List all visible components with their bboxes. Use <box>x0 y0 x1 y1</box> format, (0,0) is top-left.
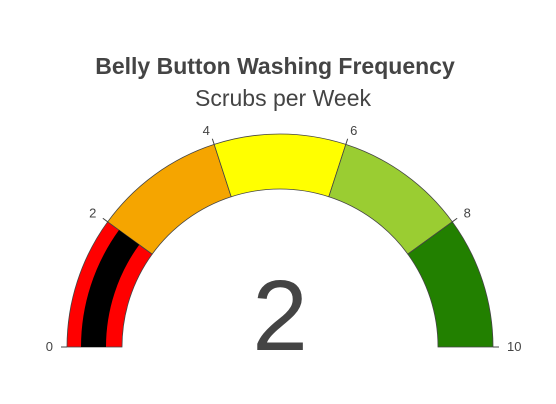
gauge-step-2 <box>213 133 347 198</box>
chart-subtitle: Scrubs per Week <box>195 85 371 111</box>
gauge-ticks: 0 2 4 6 8 10 <box>46 123 522 354</box>
gauge-tick-label-5: 10 <box>507 339 521 354</box>
gauge-tick-mark-1 <box>102 217 108 223</box>
gauge-value-bar <box>81 230 140 347</box>
gauge-tick-mark-2 <box>211 138 215 145</box>
gauge-tick-label-3: 6 <box>350 123 357 138</box>
gauge-tick-label-2: 4 <box>203 123 210 138</box>
chart-title: Belly Button Washing Frequency <box>95 53 455 79</box>
gauge-value-bar-group <box>81 230 140 347</box>
gauge-tick-label-0: 0 <box>46 339 53 354</box>
gauge-tick-mark-4 <box>452 217 458 223</box>
gauge-tick-label-4: 8 <box>464 206 471 221</box>
gauge-tick-mark-3 <box>345 138 349 145</box>
gauge-value-label: 2 <box>252 260 308 372</box>
gauge-tick-label-1: 2 <box>89 206 96 221</box>
